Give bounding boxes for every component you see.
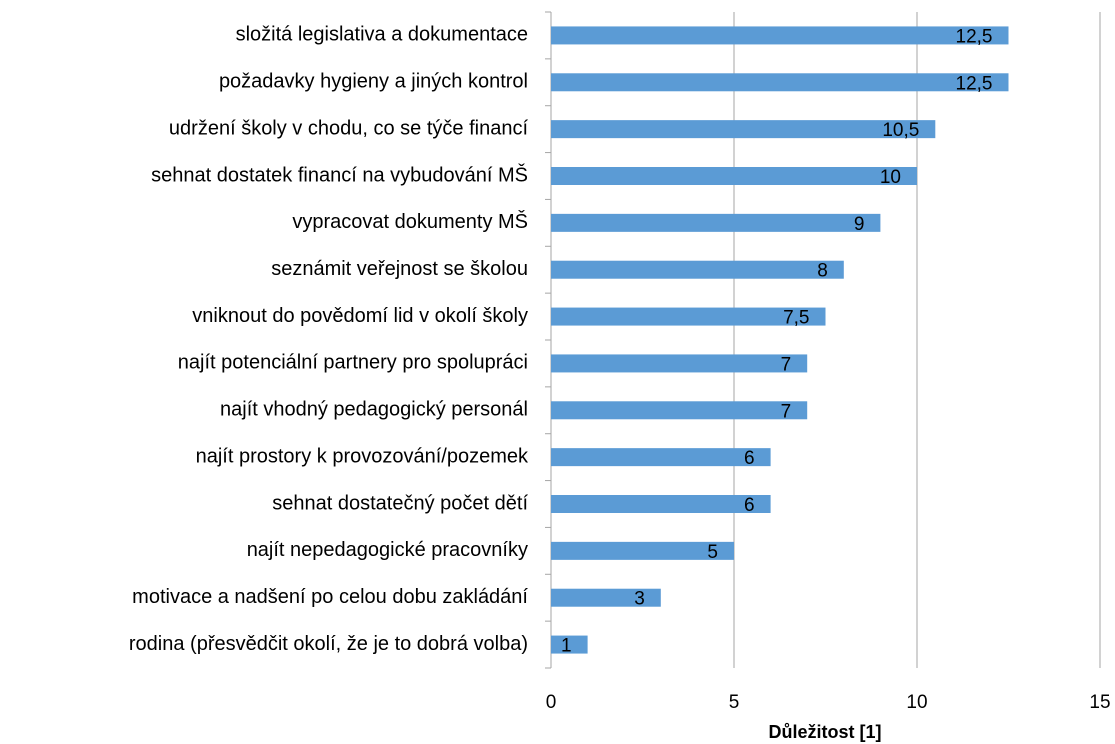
y-tick-label: seznámit veřejnost se školou [271,258,528,280]
data-label: 9 [854,214,865,235]
data-label: 12,5 [956,73,993,94]
data-label: 8 [817,261,828,282]
y-tick-label: požadavky hygieny a jiných kontrol [219,71,528,93]
bar [551,588,661,607]
bar [551,635,588,654]
bar [551,448,771,467]
y-tick-label: najít potenciální partnery pro spoluprác… [178,352,528,374]
data-label: 10,5 [882,120,919,141]
y-tick-label: najít nepedagogické pracovníky [247,539,528,561]
y-tick-label: vypracovat dokumenty MŠ [292,210,528,233]
data-label: 7 [781,354,792,375]
data-label: 3 [634,589,645,610]
x-tick-label: 0 [546,692,557,713]
x-tick-label: 15 [1089,692,1110,713]
bar [551,495,771,513]
x-axis-label: Důležitost [1] [768,722,881,742]
bar [551,167,917,185]
data-label: 5 [707,542,718,563]
data-label: 10 [880,167,901,188]
bar [551,26,1009,45]
x-tick-label: 5 [729,692,740,713]
data-label: 7 [781,401,792,422]
bar [551,307,826,326]
data-label: 6 [744,448,755,469]
bar [551,541,734,560]
y-tick-label: složitá legislativa a dokumentace [236,24,528,46]
bar [551,73,1009,92]
data-label: 1 [561,636,572,657]
bar [551,120,936,139]
y-tick-label: sehnat dostatečný počet dětí [272,492,528,514]
bar [551,401,808,420]
y-tick-label: motivace a nadšení po celou dobu zakládá… [132,586,528,608]
x-tick-label: 10 [906,692,927,713]
y-tick-label: vniknout do povědomí lid v okolí školy [192,305,528,327]
y-tick-label: sehnat dostatek financí na vybudování MŠ [151,163,528,186]
y-tick-label: najít vhodný pedagogický personál [220,399,528,421]
y-tick-label: udržení školy v chodu, co se týče financ… [169,117,529,139]
data-label: 12,5 [956,26,993,47]
data-label: 6 [744,495,755,516]
bar [551,354,808,373]
bar [551,260,844,279]
bar [551,213,881,232]
y-tick-label: najít prostory k provozování/pozemek [196,445,529,467]
y-tick-label: rodina (přesvědčit okolí, že je to dobrá… [129,633,528,655]
data-label: 7,5 [783,308,809,329]
